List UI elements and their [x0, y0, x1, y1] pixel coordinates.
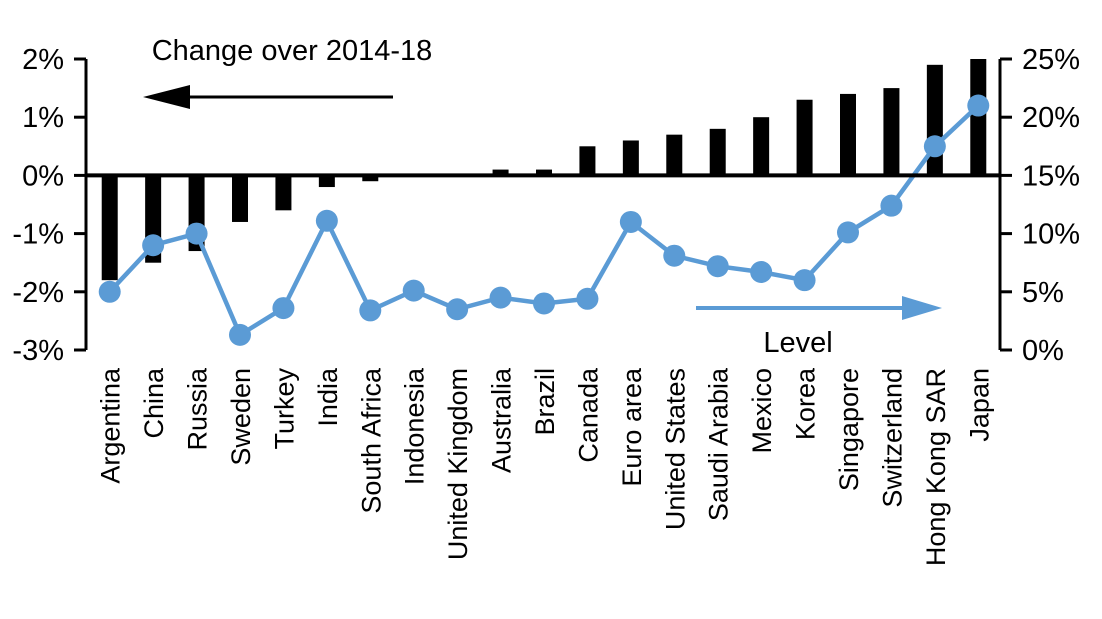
category-label: Sweden: [226, 368, 256, 466]
category-label: Canada: [573, 367, 603, 463]
left-axis-tick-label: -3%: [12, 335, 64, 367]
category-label: Turkey: [269, 368, 299, 450]
left-arrow-icon: [143, 85, 393, 109]
right-arrow-icon: [696, 296, 942, 320]
bar: [622, 140, 639, 176]
bar: [579, 146, 596, 176]
line-series: [98, 94, 990, 346]
bar: [318, 175, 335, 188]
level-marker: [619, 210, 642, 233]
category-label: Mexico: [747, 368, 777, 454]
level-marker: [967, 94, 990, 117]
bar: [275, 175, 292, 211]
category-label: South Africa: [356, 367, 386, 514]
right-axis-tick-label: 10%: [1022, 219, 1080, 251]
left-axis-tick-label: -2%: [12, 277, 64, 309]
category-label: Singapore: [834, 368, 864, 491]
bar-series: [101, 59, 987, 281]
category-label: Euro area: [617, 367, 647, 487]
category-label: Brazil: [530, 368, 560, 436]
category-label: Korea: [791, 367, 821, 440]
right-axis-tick-label: 25%: [1022, 44, 1080, 76]
right-axis-tick-label: 20%: [1022, 102, 1080, 134]
category-label: United States: [660, 368, 690, 530]
category-label: Hong Kong SAR: [921, 368, 951, 566]
bar: [970, 59, 987, 176]
level-marker: [880, 194, 903, 217]
level-marker: [837, 221, 859, 244]
bar: [101, 175, 118, 281]
level-marker: [663, 244, 686, 267]
level-marker: [706, 255, 729, 278]
level-marker: [489, 286, 512, 309]
axis-tick-labels: 2% 1% 0% -1% -2% -3% 25% 20% 15% 10% 5% 0%: [12, 44, 1080, 367]
bar: [883, 88, 900, 176]
bar: [536, 169, 552, 176]
left-axis-tick-label: 2%: [22, 44, 64, 76]
bar: [753, 117, 770, 176]
category-label: Argentina: [96, 367, 126, 484]
category-label: United Kingdom: [443, 368, 473, 560]
axes: [74, 57, 1012, 352]
level-marker: [315, 209, 338, 232]
bar: [709, 128, 726, 176]
right-axis-tick-label: 5%: [1022, 277, 1064, 309]
category-label: Japan: [964, 368, 994, 442]
bar: [362, 175, 379, 182]
level-marker: [185, 222, 208, 245]
level-marker: [793, 269, 816, 292]
chart-title: Change over 2014-18: [152, 35, 433, 67]
level-marker: [923, 135, 946, 158]
left-axis-tick-label: -1%: [12, 219, 64, 251]
left-axis-tick-label: 1%: [22, 102, 64, 134]
level-marker: [533, 292, 555, 315]
level-marker: [229, 323, 251, 346]
level-marker: [750, 261, 773, 284]
left-axis-tick-label: 0%: [22, 160, 64, 192]
level-marker: [446, 298, 469, 321]
category-labels: Argentina China Russia Sweden Turkey India Sou…: [96, 367, 995, 566]
category-label: Switzerland: [877, 368, 907, 508]
bar: [666, 134, 683, 176]
bar: [840, 93, 856, 176]
level-marker: [359, 299, 382, 322]
bar: [232, 175, 248, 222]
level-marker: [142, 234, 165, 257]
right-axis-tick-label: 15%: [1022, 160, 1080, 192]
level-marker: [402, 279, 425, 302]
level-marker: [98, 280, 121, 303]
level-marker: [272, 297, 295, 320]
category-label: Russia: [183, 367, 213, 451]
category-label: India: [313, 367, 343, 427]
level-marker: [576, 287, 599, 310]
bar: [492, 169, 509, 176]
level-label: Level: [763, 327, 832, 359]
bar: [926, 64, 943, 176]
category-label: Australia: [487, 367, 517, 473]
category-label: Saudi Arabia: [704, 367, 734, 521]
category-label: China: [139, 367, 169, 439]
category-label: Indonesia: [400, 367, 430, 485]
right-axis-tick-label: 0%: [1022, 335, 1064, 367]
bar: [796, 99, 813, 176]
